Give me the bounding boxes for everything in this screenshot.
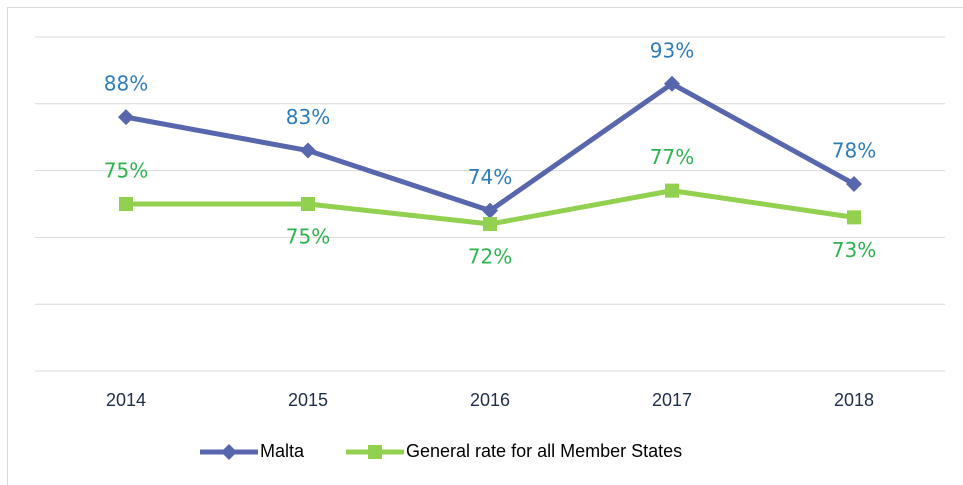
- marker: [301, 197, 315, 211]
- data-label: 75%: [104, 159, 148, 183]
- marker: [483, 217, 497, 232]
- marker: [119, 197, 133, 211]
- marker: [221, 444, 237, 460]
- x-tick-label: 2017: [652, 390, 692, 410]
- marker: [300, 142, 316, 159]
- marker: [368, 445, 383, 459]
- marker: [482, 202, 498, 219]
- x-tick-label: 2018: [834, 390, 874, 410]
- legend-label: General rate for all Member States: [406, 441, 682, 461]
- data-label: 72%: [468, 245, 512, 269]
- marker: [846, 175, 862, 192]
- data-label: 93%: [650, 38, 694, 62]
- data-label: 73%: [832, 238, 876, 262]
- data-label: 74%: [468, 165, 512, 189]
- data-label: 83%: [286, 105, 330, 129]
- marker: [665, 183, 679, 198]
- series-line: [125, 81, 856, 214]
- chart-frame: [7, 7, 963, 485]
- x-tick-label: 2015: [288, 390, 328, 410]
- legend-label: Malta: [260, 441, 305, 461]
- data-label: 77%: [650, 145, 694, 169]
- data-label: 75%: [286, 225, 330, 249]
- x-tick-label: 2014: [106, 390, 146, 410]
- x-tick-label: 2016: [470, 390, 510, 410]
- marker: [664, 75, 680, 92]
- marker: [847, 210, 861, 225]
- data-label: 88%: [104, 72, 148, 96]
- marker: [118, 109, 134, 126]
- data-label: 78%: [832, 138, 876, 162]
